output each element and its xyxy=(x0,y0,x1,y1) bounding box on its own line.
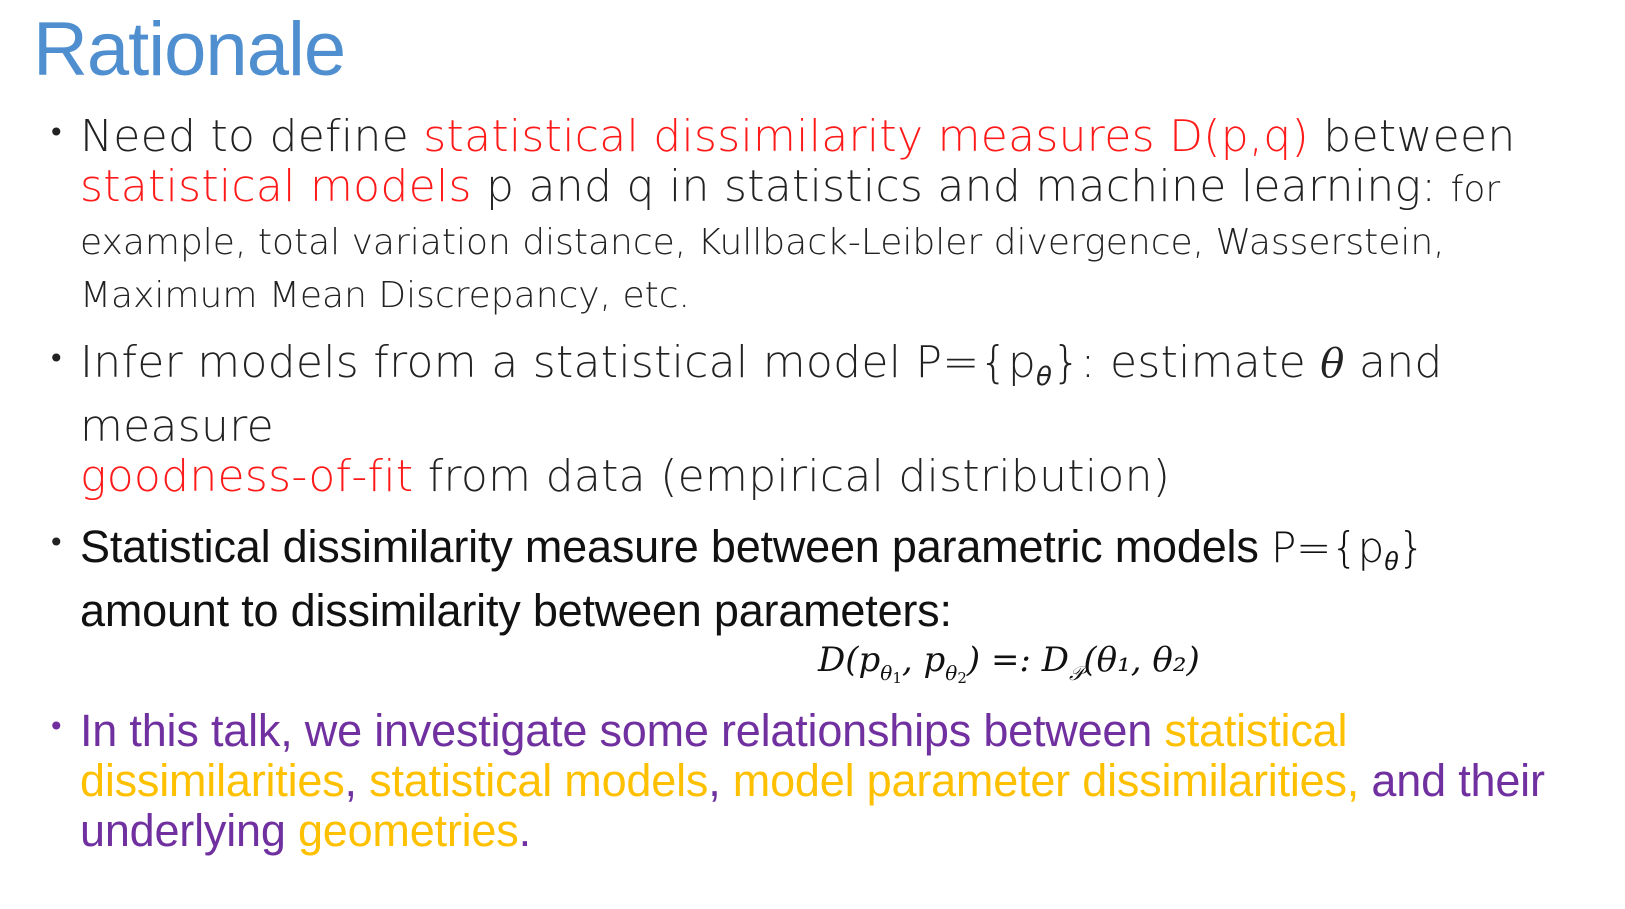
text-run: amount to dissimilarity between paramete… xyxy=(80,585,952,636)
highlight-term: statistical models xyxy=(80,161,472,212)
text-run: , xyxy=(708,755,733,806)
bullet-marker: • xyxy=(48,342,65,375)
bullet-text: Statistical dissimilarity measure betwee… xyxy=(80,522,1608,636)
text-run: , xyxy=(344,755,370,806)
text-run: and measure xyxy=(80,337,1443,452)
slide-title: Rationale xyxy=(33,7,346,92)
text-run: . xyxy=(518,805,532,856)
formula-subscript: 𝒫 xyxy=(1068,661,1084,685)
formula-part: (θ₁, θ₂) xyxy=(1083,640,1200,680)
highlight-term: geometries xyxy=(297,805,519,856)
bullet-text: Infer models from a statistical model P=… xyxy=(80,338,1608,502)
text-run: from data (empirical distribution) xyxy=(413,451,1171,502)
theta-symbol: θ xyxy=(1320,341,1345,387)
highlight-term: statistical dissimilarities xyxy=(80,705,1348,806)
formula-part: ) =: D xyxy=(966,640,1069,680)
highlight-term: goodness-of-fit xyxy=(80,451,414,502)
bullet-parametric-models: • Statistical dissimilarity measure betw… xyxy=(48,522,1608,636)
examples-text: for example, total variation distance, K… xyxy=(80,169,1501,316)
theta-subscript: θ xyxy=(1384,546,1398,576)
text-run: Need to define xyxy=(80,111,424,162)
highlight-term: statistical models xyxy=(369,755,709,806)
bullet-marker: • xyxy=(48,526,65,559)
text-run: In this talk, we investigate some relati… xyxy=(80,705,1165,756)
formula-part: D(p xyxy=(818,640,881,680)
text-run: Statistical dissimilarity measure betwee… xyxy=(80,521,1271,572)
bullet-text: Need to define statistical dissimilarity… xyxy=(80,112,1608,321)
model-set-close: } xyxy=(1397,523,1425,572)
highlight-term: statistical dissimilarity measures D(p,q… xyxy=(423,111,1309,162)
text-run: }: estimate xyxy=(1052,337,1321,388)
formula-subscript: θ2 xyxy=(945,661,967,687)
formula-sub-theta: θ xyxy=(945,661,958,685)
dissimilarity-formula: D(pθ1, pθ2) =: D𝒫(θ₁, θ₂) xyxy=(818,640,1200,687)
formula-sub-theta: θ xyxy=(880,661,893,685)
bullet-this-talk: • In this talk, we investigate some rela… xyxy=(48,706,1608,856)
bullet-dissimilarity-measures: • Need to define statistical dissimilari… xyxy=(48,112,1608,321)
text-run: p and q in statistics and machine learni… xyxy=(471,161,1451,212)
bullet-infer-models: • Infer models from a statistical model … xyxy=(48,338,1608,502)
bullet-text: In this talk, we investigate some relati… xyxy=(80,706,1608,856)
formula-sub-index: 1 xyxy=(892,669,902,687)
formula-subscript: θ1 xyxy=(880,661,902,687)
model-set: P={p xyxy=(1270,523,1385,572)
text-run: and their underlying xyxy=(80,755,1545,856)
bullet-marker: • xyxy=(48,116,65,149)
text-run: between xyxy=(1308,111,1516,162)
theta-subscript: θ xyxy=(1036,362,1053,392)
formula-sub-index: 2 xyxy=(957,669,967,687)
formula-part: , p xyxy=(901,640,946,680)
highlight-term: model parameter dissimilarities, xyxy=(732,755,1360,806)
bullet-marker: • xyxy=(48,710,65,743)
text-run: Infer models from a statistical model P=… xyxy=(80,337,1037,388)
